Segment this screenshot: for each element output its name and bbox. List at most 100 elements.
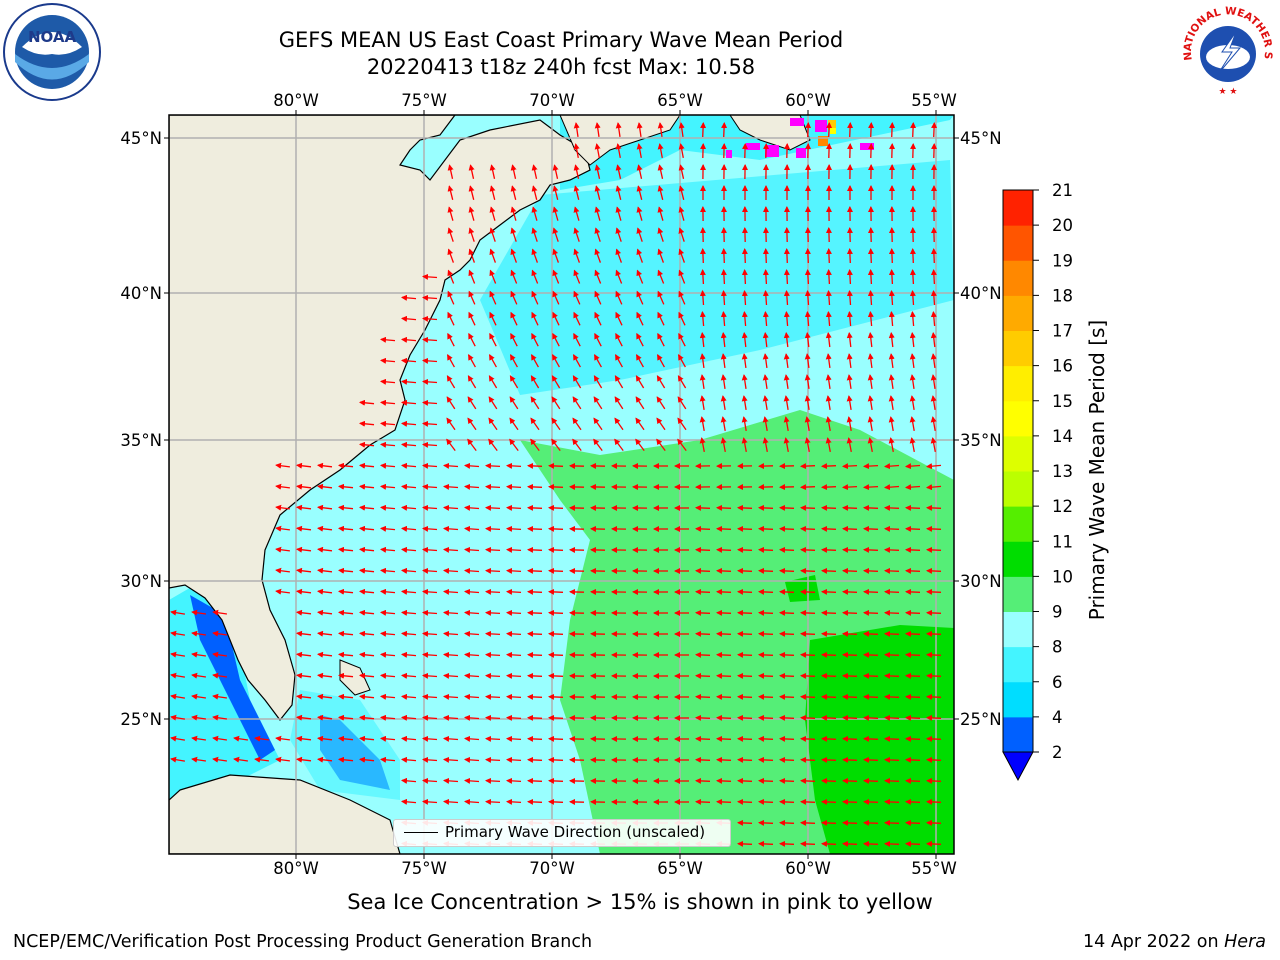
wave-direction-arrow	[593, 417, 603, 431]
colorbar-segment	[1003, 471, 1033, 507]
wave-direction-arrow	[401, 798, 417, 805]
wave-direction-arrow	[359, 525, 375, 532]
wave-direction-arrow	[863, 484, 879, 491]
wave-direction-arrow	[930, 416, 937, 432]
wave-direction-arrow	[464, 504, 480, 511]
wave-direction-arrow	[800, 819, 816, 826]
wave-direction-arrow	[401, 420, 417, 427]
wave-direction-arrow	[359, 588, 375, 595]
wave-direction-arrow	[401, 441, 417, 448]
wave-direction-arrow	[905, 609, 921, 616]
lat-label-right: 25°N	[960, 710, 1002, 729]
wave-direction-arrow	[695, 588, 711, 595]
wave-direction-arrows	[170, 122, 942, 847]
wave-direction-arrow	[758, 651, 774, 658]
wave-direction-arrow	[359, 399, 375, 406]
wave-direction-arrow	[737, 567, 753, 574]
wave-direction-arrow	[443, 525, 459, 532]
wave-direction-arrow	[485, 609, 501, 616]
lat-label-left: 40°N	[120, 284, 162, 303]
wave-direction-arrow	[510, 164, 517, 179]
wave-direction-arrow	[888, 437, 895, 453]
colorbar-segment	[1003, 646, 1033, 683]
wave-direction-arrow	[615, 227, 622, 242]
wave-direction-arrow	[338, 756, 354, 763]
wave-direction-arrow	[489, 354, 497, 368]
wave-direction-arrow	[716, 609, 732, 616]
wave-direction-arrow	[636, 164, 643, 179]
wave-direction-arrow	[485, 483, 501, 490]
wave-direction-arrow	[884, 819, 900, 826]
wave-direction-arrow	[699, 353, 706, 368]
wave-direction-arrow	[779, 693, 795, 700]
wave-direction-arrow	[485, 798, 501, 805]
wave-direction-arrow	[443, 483, 459, 490]
wave-direction-arrow	[846, 290, 853, 306]
wave-direction-arrow	[842, 819, 858, 826]
wave-direction-arrow	[758, 504, 774, 511]
wave-direction-arrow	[317, 609, 333, 616]
lon-label-bottom: 65°W	[657, 859, 703, 878]
wave-direction-arrow	[846, 332, 853, 348]
wave-direction-arrow	[443, 588, 459, 595]
wave-direction-arrow	[594, 122, 601, 137]
wave-direction-arrow	[359, 609, 375, 616]
wave-direction-arrow	[842, 609, 858, 616]
wave-direction-arrow	[926, 840, 942, 847]
wave-direction-arrow	[422, 525, 438, 532]
wave-direction-arrow	[275, 483, 290, 490]
colorbar-tick-label: 21	[1052, 181, 1073, 200]
wave-direction-arrow	[758, 819, 774, 826]
wave-direction-arrow	[905, 484, 921, 491]
colorbar-segment	[1003, 330, 1033, 367]
wave-direction-arrow	[548, 735, 564, 742]
wave-direction-arrow	[401, 546, 417, 553]
wave-direction-arrow	[762, 395, 769, 411]
wave-direction-arrow	[905, 546, 921, 553]
wave-direction-arrow	[716, 672, 732, 679]
wave-direction-arrow	[489, 332, 497, 347]
wave-direction-arrow	[338, 651, 354, 658]
footer-branch: NCEP/EMC/Verification Post Processing Pr…	[13, 932, 593, 952]
wave-direction-arrow	[233, 756, 248, 763]
wave-direction-arrow	[657, 164, 664, 179]
wave-direction-arrow	[615, 143, 622, 159]
wave-direction-arrow	[443, 546, 459, 553]
wave-direction-arrow	[762, 353, 769, 368]
wave-direction-arrow	[443, 693, 459, 700]
wave-direction-arrow	[506, 798, 522, 805]
wave-direction-arrow	[909, 374, 916, 389]
wave-direction-arrow	[783, 353, 790, 368]
wave-direction-arrow	[531, 227, 538, 242]
wave-direction-arrow	[716, 756, 732, 763]
wave-direction-arrow	[548, 630, 564, 637]
wave-direction-arrow	[804, 269, 811, 285]
wave-direction-arrow	[905, 588, 921, 595]
wave-direction-arrow	[401, 756, 417, 763]
wave-direction-arrow	[720, 353, 727, 368]
wave-direction-arrow	[443, 735, 459, 742]
wave-direction-arrow	[338, 483, 354, 490]
wave-direction-arrow	[800, 525, 816, 532]
wave-direction-arrow	[737, 630, 753, 637]
wave-direction-arrow	[191, 756, 206, 763]
wave-direction-arrow	[783, 395, 790, 411]
wave-direction-arrow	[905, 630, 921, 637]
wave-direction-arrow	[530, 438, 540, 451]
wave-direction-arrow	[867, 416, 874, 432]
wave-direction-arrow	[657, 311, 665, 326]
wave-direction-arrow	[191, 735, 206, 742]
wave-direction-arrow	[888, 290, 895, 306]
wave-direction-arrow	[800, 840, 816, 847]
wave-direction-arrow	[573, 354, 581, 368]
lat-label-right: 30°N	[960, 572, 1002, 591]
wave-direction-arrow	[888, 332, 895, 348]
wave-direction-arrow	[800, 651, 816, 658]
wave-direction-arrow	[863, 588, 879, 595]
wave-direction-arrow	[884, 798, 900, 805]
wave-direction-arrow	[506, 504, 522, 511]
wave-direction-arrow	[716, 714, 732, 721]
wave-direction-arrow	[825, 311, 832, 327]
wave-direction-arrow	[527, 504, 543, 511]
wave-direction-arrow	[380, 672, 396, 679]
